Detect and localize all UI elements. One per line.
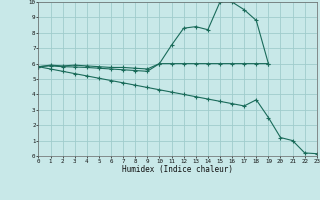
X-axis label: Humidex (Indice chaleur): Humidex (Indice chaleur): [122, 165, 233, 174]
